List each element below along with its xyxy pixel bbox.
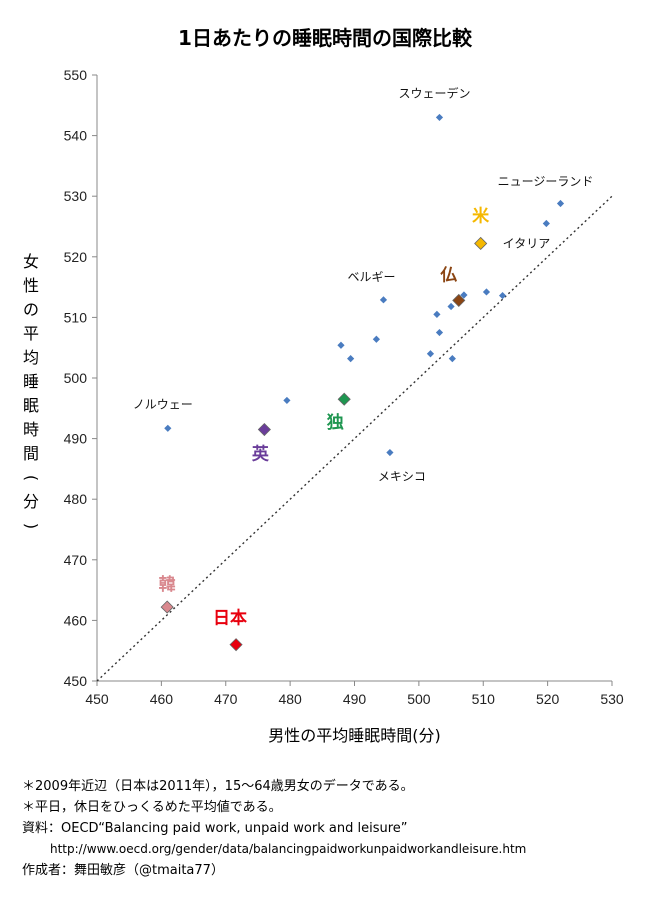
highlight-point — [257, 422, 271, 437]
y-axis-label-char: 女 — [22, 252, 39, 271]
axes: 450 460 470 480 490 500 510 520 530 450 460 470 480 4… — [64, 67, 624, 707]
y-tick-label: 480 — [64, 491, 88, 507]
highlight-label: 仏 — [440, 265, 457, 285]
highlight-label: 韓 — [159, 574, 176, 595]
y-axis-label: 女性の平均睡眠時間 ( 分) — [20, 250, 42, 538]
y-axis-label-char: ( — [22, 474, 41, 482]
highlight-point — [160, 600, 174, 614]
data-point — [435, 328, 444, 337]
y-tick-label: 460 — [64, 612, 88, 628]
y-tick-label: 530 — [64, 188, 88, 204]
highlight-label: 独 — [327, 412, 344, 433]
data-point — [448, 355, 456, 363]
y-tick-label: 500 — [64, 370, 88, 386]
y-tick-label: 540 — [64, 128, 88, 144]
y-tick-label: 450 — [64, 673, 88, 689]
notes: ＊2009年近辺（日本は2011年），15〜64歳男女のデータである。 ＊平日，… — [22, 776, 642, 881]
highlight-label: 米 — [472, 205, 490, 226]
highlight-point — [474, 236, 488, 251]
x-tick-label: 510 — [472, 691, 496, 707]
data-point — [435, 113, 444, 122]
y-axis-label-char: 分 — [22, 492, 39, 511]
y-tick-label: 510 — [64, 309, 88, 325]
point-label: ノルウェー — [133, 397, 193, 411]
y-axis-label-char: 睡 — [22, 372, 39, 391]
x-tick-label: 490 — [343, 691, 367, 707]
point-label: メキシコ — [378, 470, 426, 484]
y-axis-label-char: 間 — [22, 444, 39, 463]
data-point — [498, 291, 507, 300]
data-point — [386, 448, 394, 457]
highlight-label: 日本 — [213, 608, 247, 629]
data-point — [164, 424, 172, 432]
data-point — [372, 335, 380, 343]
highlight-point — [229, 638, 243, 652]
highlight-label: 英 — [252, 444, 270, 465]
x-tick-label: 470 — [214, 691, 238, 707]
y-axis-label-char: ) — [22, 522, 41, 530]
note-period: ＊2009年近辺（日本は2011年），15〜64歳男女のデータである。 — [22, 779, 414, 794]
data-point — [379, 296, 388, 304]
x-axis-label: 男性の平均睡眠時間(分) — [268, 726, 441, 745]
data-point — [426, 350, 435, 358]
points-layer — [160, 113, 565, 652]
note-average: ＊平日，休日をひっくるめた平均値である。 — [22, 800, 282, 815]
point-label: ベルギー — [347, 270, 395, 284]
data-point — [542, 219, 550, 228]
chart-title: 1日あたりの睡眠時間の国際比較 — [178, 26, 472, 50]
data-point — [347, 355, 355, 363]
y-tick-label: 550 — [64, 67, 88, 83]
data-point — [433, 310, 441, 318]
x-tick-label: 460 — [150, 691, 174, 707]
x-tick-label: 530 — [600, 691, 624, 707]
data-point — [337, 341, 345, 349]
data-point — [556, 199, 565, 208]
y-tick-label: 490 — [64, 431, 88, 447]
y-axis-label-char: 眠 — [22, 396, 39, 415]
highlight-point — [452, 293, 466, 307]
y-axis-label-char: 時 — [22, 420, 39, 439]
y-axis-label-char: 均 — [22, 348, 39, 367]
data-point — [447, 302, 455, 311]
data-point — [460, 291, 468, 299]
highlight-point — [337, 392, 351, 406]
note-source: 資料：OECD“Balancing paid work, unpaid work… — [22, 821, 408, 836]
y-tick-label: 520 — [64, 249, 88, 265]
x-tick-label: 520 — [536, 691, 560, 707]
point-label: イタリア — [503, 236, 551, 250]
note-source-url: http://www.oecd.org/gender/data/balancin… — [50, 842, 527, 856]
x-tick-label: 500 — [407, 691, 431, 707]
x-tick-label: 480 — [278, 691, 302, 707]
point-label: スウェーデン — [398, 85, 470, 100]
data-point — [283, 396, 291, 405]
data-point — [482, 288, 491, 296]
y-axis-label-char: 性 — [22, 276, 39, 295]
y-axis-label-char: の — [22, 300, 39, 319]
point-label: ニュージーランド — [498, 174, 594, 188]
x-tick-label: 450 — [85, 691, 109, 707]
y-tick-label: 470 — [64, 552, 88, 568]
y-axis-label-char: 平 — [22, 324, 39, 343]
note-author: 作成者：舞田敏彦（@tmaita77） — [22, 863, 224, 878]
